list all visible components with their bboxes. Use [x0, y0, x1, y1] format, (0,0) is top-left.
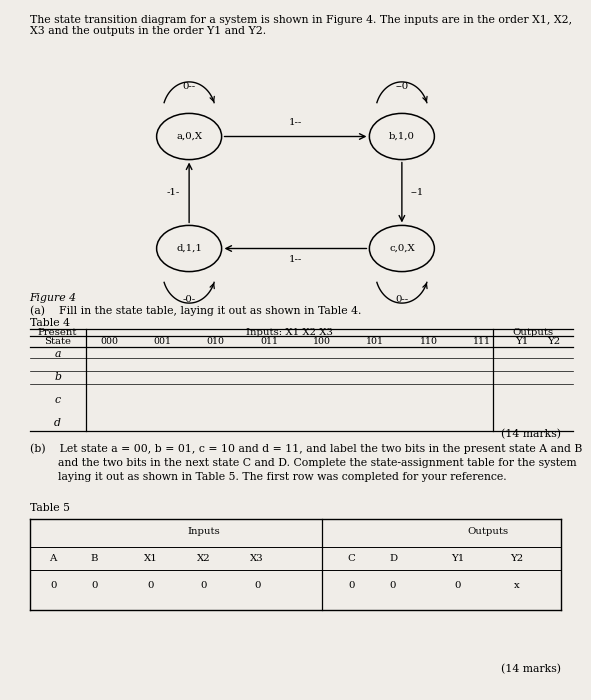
Text: Present: Present: [38, 328, 77, 337]
Text: 001: 001: [154, 337, 171, 346]
Text: a: a: [54, 349, 61, 359]
Text: c: c: [54, 395, 61, 405]
Text: 111: 111: [473, 337, 491, 346]
Text: b,1,0: b,1,0: [389, 132, 415, 141]
Text: 100: 100: [313, 337, 331, 346]
Text: 011: 011: [260, 337, 278, 346]
Text: Table 4: Table 4: [30, 318, 70, 328]
Text: 1--: 1--: [289, 256, 302, 265]
Text: 0--: 0--: [183, 82, 196, 91]
Text: b: b: [54, 372, 61, 382]
Text: -0-: -0-: [183, 295, 196, 304]
Text: Inputs: Inputs: [187, 528, 220, 536]
Text: X2: X2: [197, 554, 211, 563]
Text: X3: X3: [250, 554, 264, 563]
Text: 0: 0: [455, 582, 461, 590]
Text: Inputs: X1 X2 X3: Inputs: X1 X2 X3: [246, 328, 333, 337]
Text: (b)    Let state a = 00, b = 01, c = 10 and d = 11, and label the two bits in th: (b) Let state a = 00, b = 01, c = 10 and…: [30, 443, 582, 482]
Text: x: x: [514, 582, 520, 590]
Text: a,0,X: a,0,X: [176, 132, 202, 141]
Text: (14 marks): (14 marks): [501, 429, 561, 440]
Text: c,0,X: c,0,X: [389, 244, 415, 253]
Text: --0: --0: [395, 82, 408, 91]
Text: 0--: 0--: [395, 295, 408, 304]
Text: d: d: [54, 418, 61, 428]
Text: 1--: 1--: [289, 118, 302, 127]
Text: 0: 0: [148, 582, 154, 590]
Text: Y1: Y1: [515, 337, 528, 346]
Text: 101: 101: [366, 337, 384, 346]
Text: The state transition diagram for a system is shown in Figure 4. The inputs are i: The state transition diagram for a syste…: [30, 15, 571, 25]
Text: Outputs: Outputs: [513, 328, 554, 337]
Text: X3 and the outputs in the order Y1 and Y2.: X3 and the outputs in the order Y1 and Y…: [30, 26, 266, 36]
Text: 0: 0: [92, 582, 98, 590]
Text: (14 marks): (14 marks): [501, 664, 561, 674]
Text: State: State: [44, 337, 71, 346]
Text: 0: 0: [390, 582, 396, 590]
Text: Table 5: Table 5: [30, 503, 70, 512]
Text: 010: 010: [207, 337, 225, 346]
Text: 000: 000: [100, 337, 118, 346]
Text: D: D: [389, 554, 397, 563]
Text: Outputs: Outputs: [467, 528, 508, 536]
Text: Y1: Y1: [452, 554, 465, 563]
Text: 0: 0: [201, 582, 207, 590]
Text: Y2: Y2: [547, 337, 560, 346]
Text: -1-: -1-: [167, 188, 180, 197]
Text: 0: 0: [254, 582, 260, 590]
Text: X1: X1: [144, 554, 158, 563]
Text: C: C: [348, 554, 356, 563]
Text: Figure 4: Figure 4: [30, 293, 77, 302]
Text: B: B: [91, 554, 98, 563]
Text: 0: 0: [50, 582, 56, 590]
Text: d,1,1: d,1,1: [176, 244, 202, 253]
Text: (a)    Fill in the state table, laying it out as shown in Table 4.: (a) Fill in the state table, laying it o…: [30, 306, 361, 316]
Text: 110: 110: [420, 337, 437, 346]
Text: 0: 0: [349, 582, 355, 590]
Text: A: A: [50, 554, 57, 563]
Text: Y2: Y2: [511, 554, 524, 563]
Text: --1: --1: [411, 188, 424, 197]
